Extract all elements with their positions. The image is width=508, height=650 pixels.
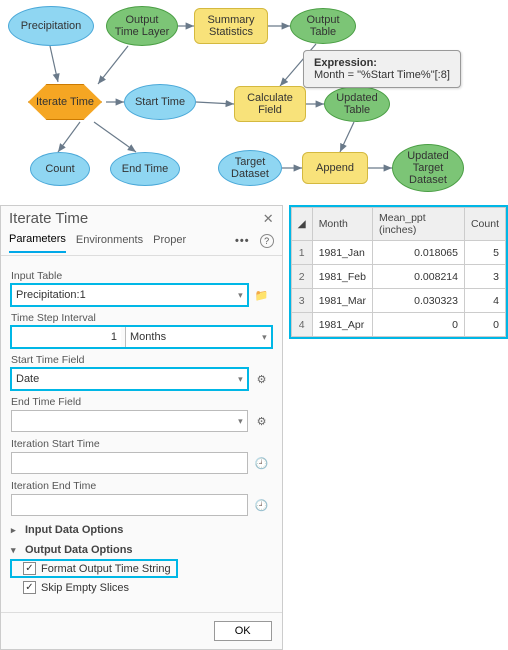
end-time-field-dropdown[interactable]: ▾ [11,410,248,432]
node-iter[interactable]: Iterate Time [24,82,106,122]
node-utab[interactable]: UpdatedTable [324,86,390,122]
node-utgt[interactable]: UpdatedTargetDataset [392,144,464,192]
node-etime[interactable]: End Time [110,152,180,186]
section-output-data-options[interactable]: ▾ Output Data Options [11,544,272,556]
node-calc[interactable]: CalculateField [234,86,306,122]
result-table: ◢ Month Mean_ppt (inches) Count 11981_Ja… [289,205,508,339]
node-otab[interactable]: OutputTable [290,8,356,44]
format-output-time-label: Format Output Time String [41,563,171,575]
ok-button[interactable]: OK [214,621,272,641]
label-tsi: Time Step Interval [11,312,272,324]
tsi-number-value: 1 [111,331,117,343]
gear-icon[interactable]: ⚙ [252,411,272,431]
label-stf: Start Time Field [11,354,272,366]
node-precip[interactable]: Precipitation [8,6,94,46]
model-diagram: Precipitation OutputTime Layer SummaryStat… [0,0,508,205]
tooltip-title: Expression: [314,57,450,69]
tab-environments[interactable]: Environments [76,230,143,252]
tab-parameters[interactable]: Parameters [9,229,66,253]
label-input-table: Input Table [11,270,272,282]
tsi-number-input[interactable]: 1 [11,326,121,348]
table-row[interactable]: 41981_Apr00 [291,313,505,337]
node-stime[interactable]: Start Time [124,84,196,120]
col-month[interactable]: Month [312,208,372,241]
iterate-time-pane: Iterate Time ✕ Parameters Environments P… [0,205,283,650]
col-mean[interactable]: Mean_ppt (inches) [372,208,464,241]
node-tgt[interactable]: TargetDataset [218,150,282,186]
chevron-down-icon: ▾ [262,332,267,343]
gear-icon[interactable]: ⚙ [252,369,272,389]
cell-month: 1981_Jan [312,241,372,265]
cell-count: 0 [464,313,505,337]
folder-icon[interactable]: 📁 [252,285,272,305]
label-iet: Iteration End Time [11,480,272,492]
chevron-right-icon: ▸ [11,525,21,536]
row-number: 2 [291,265,312,289]
chevron-down-icon: ▾ [238,416,243,427]
tab-properties[interactable]: Proper [153,230,186,252]
table-corner[interactable]: ◢ [291,208,312,241]
iteration-start-time-input[interactable] [11,452,248,474]
table-row[interactable]: 31981_Mar0.0303234 [291,289,505,313]
table-row[interactable]: 21981_Feb0.0082143 [291,265,505,289]
clock-icon[interactable]: 🕘 [252,453,272,473]
row-number: 3 [291,289,312,313]
node-otl[interactable]: OutputTime Layer [106,6,178,46]
cell-month: 1981_Apr [312,313,372,337]
close-icon[interactable]: ✕ [263,211,274,227]
cell-mean: 0.008214 [372,265,464,289]
label-etf: End Time Field [11,396,272,408]
input-table-value: Precipitation:1 [16,289,86,301]
node-summ[interactable]: SummaryStatistics [194,8,268,44]
pane-tabs: Parameters Environments Proper ••• ? [1,229,282,256]
cell-mean: 0.030323 [372,289,464,313]
clock-icon[interactable]: 🕘 [252,495,272,515]
format-output-time-checkbox[interactable]: ✓ [23,562,36,575]
table-row[interactable]: 11981_Jan0.0180655 [291,241,505,265]
cell-mean: 0.018065 [372,241,464,265]
chevron-down-icon: ▾ [238,290,243,301]
node-append[interactable]: Append [302,152,368,184]
iteration-end-time-input[interactable] [11,494,248,516]
label-ist: Iteration Start Time [11,438,272,450]
chevron-down-icon: ▾ [238,374,243,385]
start-time-field-value: Date [16,373,39,385]
cell-count: 4 [464,289,505,313]
chevron-down-icon: ▾ [11,545,21,556]
row-number: 4 [291,313,312,337]
row-number: 1 [291,241,312,265]
cell-month: 1981_Feb [312,265,372,289]
help-icon[interactable]: ? [260,234,274,248]
col-count[interactable]: Count [464,208,505,241]
cell-count: 3 [464,265,505,289]
tsi-unit-dropdown[interactable]: Months ▾ [125,326,272,348]
pane-title: Iterate Time [9,210,88,227]
cell-count: 5 [464,241,505,265]
start-time-field-dropdown[interactable]: Date ▾ [11,368,248,390]
input-table-dropdown[interactable]: Precipitation:1 ▾ [11,284,248,306]
tsi-unit-value: Months [130,331,166,343]
cell-month: 1981_Mar [312,289,372,313]
cell-mean: 0 [372,313,464,337]
tooltip-body: Month = "%Start Time%"[:8] [314,69,450,81]
expression-tooltip: Expression: Month = "%Start Time%"[:8] [303,50,461,88]
tab-more-icon[interactable]: ••• [235,235,250,247]
skip-empty-slices-checkbox[interactable]: ✓ [23,581,36,594]
node-count[interactable]: Count [30,152,90,186]
section-input-data-options[interactable]: ▸ Input Data Options [11,524,272,536]
skip-empty-slices-label: Skip Empty Slices [41,582,129,594]
